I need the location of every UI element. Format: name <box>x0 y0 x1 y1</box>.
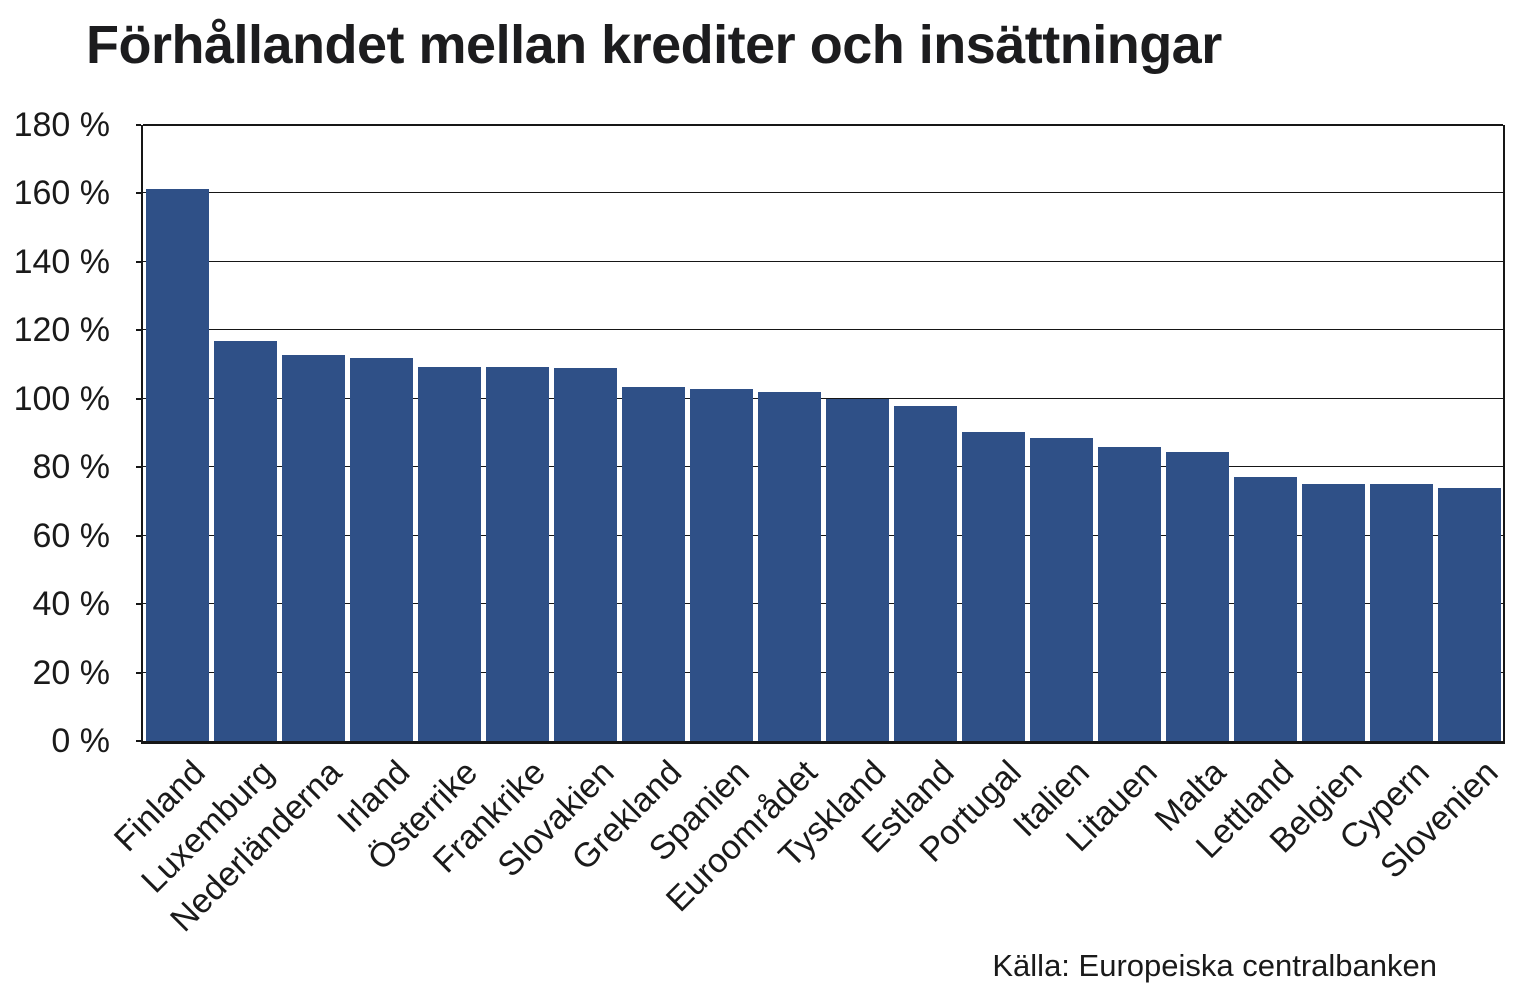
bar-portugal <box>961 432 1025 741</box>
bar-cypern <box>1369 484 1433 741</box>
y-axis-tick-label: 40 % <box>32 585 111 624</box>
chart-title: Förhållandet mellan krediter och insättn… <box>86 15 1222 75</box>
y-axis-line <box>141 125 143 743</box>
bar-grekland <box>621 387 685 741</box>
gridline-100 <box>143 397 1503 399</box>
gridline-40 <box>143 603 1503 605</box>
bar-slovenien <box>1437 488 1501 741</box>
plot-area <box>143 124 1503 741</box>
y-axis-tick-label: 100 % <box>13 379 110 418</box>
bar-estland <box>893 406 957 741</box>
bar-luxemburg <box>213 341 277 741</box>
y-axis-tick <box>136 124 141 126</box>
y-axis-tick <box>136 534 141 537</box>
y-axis-tick <box>136 329 141 332</box>
y-axis-tick-label: 60 % <box>32 516 111 555</box>
gridline-80 <box>143 466 1503 468</box>
x-axis-line <box>141 741 1505 744</box>
gridline-20 <box>143 671 1503 673</box>
bar-tyskland <box>825 399 889 741</box>
y-axis-tick-label: 160 % <box>13 174 110 213</box>
bar-euroområdet <box>757 392 821 741</box>
y-axis-tick-label: 80 % <box>32 448 111 487</box>
y-axis-tick <box>136 740 141 742</box>
bar-lettland <box>1233 477 1297 741</box>
y-axis-tick-label: 20 % <box>32 653 111 692</box>
plot-right-border <box>1503 125 1505 741</box>
bar-slovakien <box>553 368 617 741</box>
bar-österrike <box>417 367 481 741</box>
bar-italien <box>1029 438 1093 741</box>
bar-belgien <box>1301 484 1365 741</box>
bar-frankrike <box>485 367 549 741</box>
y-axis-tick-label: 180 % <box>13 106 110 144</box>
y-axis-tick-label: 120 % <box>13 311 110 350</box>
bar-irland <box>349 358 413 741</box>
y-axis-tick <box>136 671 141 674</box>
bar-finland <box>145 189 209 741</box>
bar-litauen <box>1097 447 1161 741</box>
source-caption: Källa: Europeiska centralbanken <box>992 948 1437 983</box>
y-axis-tick-label: 0 % <box>51 722 110 760</box>
y-axis-tick <box>136 603 141 606</box>
y-axis-tick <box>136 192 141 195</box>
y-axis-tick <box>136 260 141 263</box>
bar-nederländerna <box>281 355 345 741</box>
y-axis-tick-label: 140 % <box>13 242 110 281</box>
y-axis-tick <box>136 397 141 400</box>
gridline-60 <box>143 534 1503 536</box>
gridline-140 <box>143 260 1503 262</box>
y-axis-tick <box>136 466 141 469</box>
gridline-180 <box>143 124 1503 126</box>
bar-malta <box>1165 452 1229 741</box>
gridline-160 <box>143 192 1503 194</box>
bar-spanien <box>689 389 753 741</box>
gridline-120 <box>143 329 1503 331</box>
